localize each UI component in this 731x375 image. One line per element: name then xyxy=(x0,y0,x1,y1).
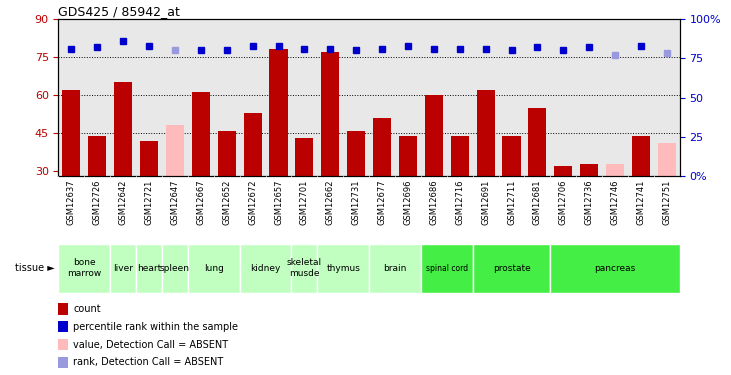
Bar xyxy=(62,90,80,176)
Text: heart: heart xyxy=(137,264,162,273)
Bar xyxy=(529,108,547,176)
Text: GSM12701: GSM12701 xyxy=(300,180,309,225)
Bar xyxy=(58,321,68,332)
Text: GSM12662: GSM12662 xyxy=(326,180,335,225)
Bar xyxy=(295,138,314,176)
Bar xyxy=(162,244,188,292)
Text: GSM12637: GSM12637 xyxy=(67,180,76,225)
Text: count: count xyxy=(73,304,101,314)
Text: GSM12746: GSM12746 xyxy=(610,180,620,225)
Text: GSM12751: GSM12751 xyxy=(662,180,671,225)
Bar xyxy=(240,244,292,292)
Text: spinal cord: spinal cord xyxy=(425,264,468,273)
Bar xyxy=(477,90,495,176)
Text: tissue ►: tissue ► xyxy=(15,263,55,273)
Text: prostate: prostate xyxy=(493,264,531,273)
Bar xyxy=(473,244,550,292)
Bar xyxy=(218,130,236,176)
Text: GSM12686: GSM12686 xyxy=(429,180,439,225)
Text: GSM12741: GSM12741 xyxy=(637,180,645,225)
Text: GSM12721: GSM12721 xyxy=(145,180,154,225)
Bar xyxy=(399,136,417,176)
Text: GSM12642: GSM12642 xyxy=(118,180,128,225)
Bar xyxy=(136,244,162,292)
Bar xyxy=(550,244,680,292)
Text: GSM12736: GSM12736 xyxy=(585,180,594,225)
Text: GSM12716: GSM12716 xyxy=(455,180,464,225)
Bar xyxy=(321,52,339,176)
Bar xyxy=(58,244,110,292)
Bar xyxy=(140,141,158,176)
Text: GSM12667: GSM12667 xyxy=(197,180,205,225)
Text: rank, Detection Call = ABSENT: rank, Detection Call = ABSENT xyxy=(73,357,224,368)
Text: GSM12711: GSM12711 xyxy=(507,180,516,225)
Bar xyxy=(88,136,107,176)
Text: value, Detection Call = ABSENT: value, Detection Call = ABSENT xyxy=(73,339,228,350)
Text: bone
marrow: bone marrow xyxy=(67,258,102,278)
Bar xyxy=(292,244,317,292)
Text: GSM12672: GSM12672 xyxy=(248,180,257,225)
Bar xyxy=(188,244,240,292)
Text: lung: lung xyxy=(204,264,224,273)
Text: GSM12691: GSM12691 xyxy=(481,180,491,225)
Text: GSM12652: GSM12652 xyxy=(222,180,231,225)
Text: GSM12696: GSM12696 xyxy=(404,180,412,225)
Text: GSM12677: GSM12677 xyxy=(378,180,387,225)
Bar xyxy=(192,92,210,176)
Bar xyxy=(114,82,132,176)
Bar xyxy=(580,164,598,176)
Text: GSM12726: GSM12726 xyxy=(93,180,102,225)
Text: percentile rank within the sample: percentile rank within the sample xyxy=(73,322,238,332)
Text: GSM12647: GSM12647 xyxy=(170,180,180,225)
Bar xyxy=(317,244,369,292)
Bar xyxy=(58,303,68,315)
Bar xyxy=(58,357,68,368)
Bar xyxy=(373,118,391,176)
Text: GSM12657: GSM12657 xyxy=(274,180,283,225)
Bar xyxy=(554,166,572,176)
Text: GSM12731: GSM12731 xyxy=(352,180,360,225)
Bar xyxy=(451,136,469,176)
Bar xyxy=(606,164,624,176)
Text: GSM12706: GSM12706 xyxy=(558,180,568,225)
Text: thymus: thymus xyxy=(326,264,360,273)
Bar xyxy=(632,136,650,176)
Text: GDS425 / 85942_at: GDS425 / 85942_at xyxy=(58,4,181,18)
Bar xyxy=(166,126,184,176)
Text: brain: brain xyxy=(383,264,406,273)
Bar xyxy=(425,95,443,176)
Bar xyxy=(347,130,366,176)
Bar xyxy=(369,244,421,292)
Text: pancreas: pancreas xyxy=(594,264,636,273)
Bar xyxy=(110,244,136,292)
Text: liver: liver xyxy=(113,264,133,273)
Bar xyxy=(502,136,520,176)
Text: kidney: kidney xyxy=(251,264,281,273)
Text: spleen: spleen xyxy=(160,264,190,273)
Text: skeletal
musde: skeletal musde xyxy=(287,258,322,278)
Bar xyxy=(658,143,676,176)
Bar xyxy=(58,339,68,350)
Bar xyxy=(243,113,262,176)
Bar xyxy=(270,49,287,176)
Text: GSM12681: GSM12681 xyxy=(533,180,542,225)
Bar xyxy=(421,244,473,292)
